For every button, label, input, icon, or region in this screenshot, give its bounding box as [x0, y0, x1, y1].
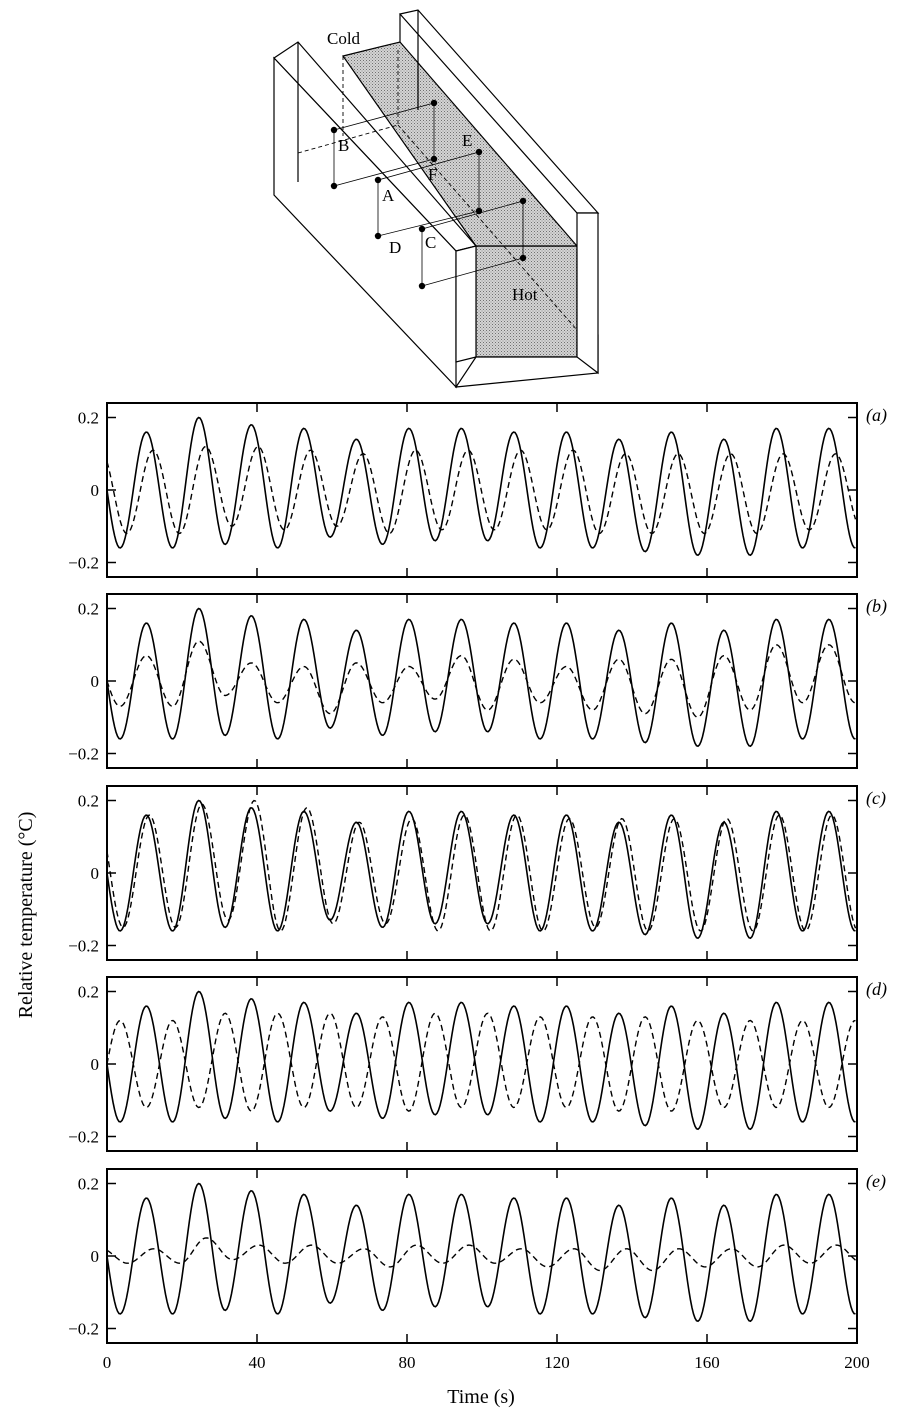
y-tick-label: −0.2 [68, 554, 99, 573]
series-dashed-line [107, 799, 857, 932]
y-tick-label: 0 [91, 864, 100, 883]
series-solid-line [107, 799, 856, 940]
x-tick-label: 0 [103, 1353, 112, 1372]
probe-label-a: A [382, 186, 395, 205]
y-tick-label: −0.2 [68, 1320, 99, 1339]
series-solid-line [107, 416, 856, 557]
panel-b: 0.2 0 −0.2 (b) [68, 593, 887, 769]
series-solid-line [107, 1182, 856, 1323]
back-wall-face [576, 212, 599, 375]
probe-label-f: F [428, 165, 437, 184]
x-tick-label: 80 [399, 1353, 416, 1372]
x-tick-label: 160 [694, 1353, 720, 1372]
probe-label-e: E [462, 131, 472, 150]
y-tick-label: −0.2 [68, 745, 99, 764]
y-tick-label: 0.2 [78, 409, 99, 428]
series-solid-line [107, 607, 856, 748]
x-tick-label: 200 [844, 1353, 870, 1372]
panel-label: (b) [866, 596, 887, 617]
y-tick-label: −0.2 [68, 1128, 99, 1147]
chart-panels: 0.20−0.2(a)0.20−0.2(b)0.20−0.2(c)0.20−0.… [68, 402, 887, 1372]
series-dashed-line [107, 1237, 856, 1272]
series-dashed-line [107, 445, 857, 535]
panel-frame [106, 593, 858, 769]
probe-label-b: B [338, 136, 349, 155]
y-axis-label: Relative temperature (°C) [15, 812, 37, 1019]
panel-frame [106, 976, 858, 1152]
panel-e: 0.2 0 −0.2 (e) [68, 1168, 886, 1344]
panel-label: (a) [866, 405, 887, 426]
probe-label-c: C [425, 233, 436, 252]
panel-a: 0.2 0 −0.2 (a) [68, 402, 887, 578]
panel-d: 0.2 0 −0.2 (d) [68, 976, 887, 1152]
y-tick-label: 0 [91, 1055, 100, 1074]
x-axis-label: Time (s) [447, 1386, 515, 1408]
y-tick-label: 0.2 [78, 1175, 99, 1194]
panel-frame [106, 1168, 858, 1344]
panel-label: (e) [866, 1171, 886, 1192]
panel-frame [106, 785, 858, 961]
panel-label: (d) [866, 979, 887, 1000]
cavity-diagram [273, 9, 600, 389]
y-tick-label: 0 [91, 481, 100, 500]
cold-label: Cold [327, 29, 361, 48]
y-tick-label: 0 [91, 1247, 100, 1266]
series-dashed-line [107, 1012, 856, 1112]
panel-label: (c) [866, 788, 886, 809]
front-wall-end [455, 245, 477, 363]
probe-label-d: D [389, 238, 401, 257]
x-tick-label: 120 [544, 1353, 570, 1372]
panel-c: 0.2 0 −0.2 (c) [68, 785, 886, 961]
x-tick-label: 40 [249, 1353, 266, 1372]
y-tick-label: 0.2 [78, 792, 99, 811]
series-dashed-line [107, 640, 856, 718]
y-tick-label: 0.2 [78, 600, 99, 619]
y-tick-label: 0 [91, 672, 100, 691]
hot-label: Hot [512, 285, 538, 304]
y-tick-label: 0.2 [78, 983, 99, 1002]
y-tick-label: −0.2 [68, 937, 99, 956]
series-solid-line [107, 990, 856, 1131]
